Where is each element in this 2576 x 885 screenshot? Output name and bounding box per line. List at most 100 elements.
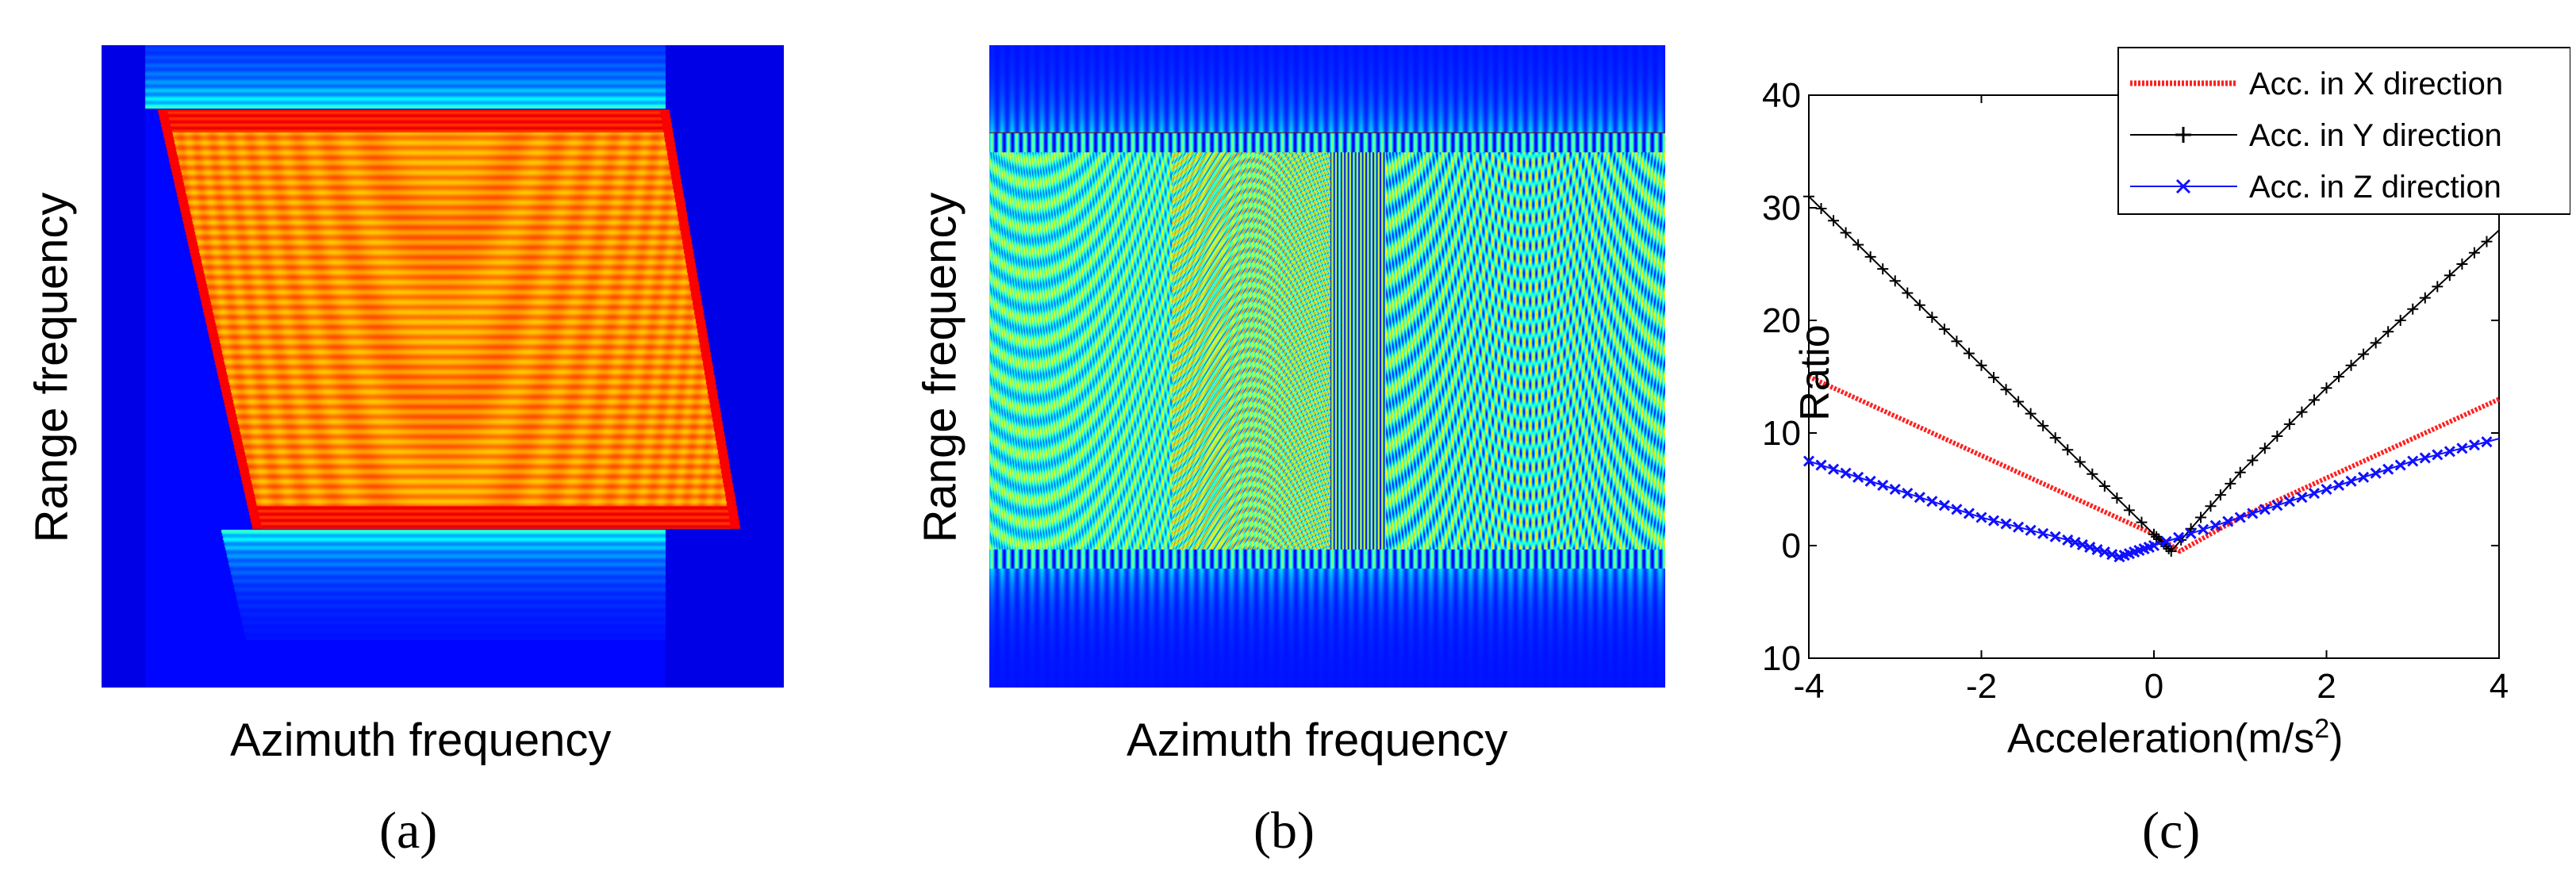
series-point-2 — [2419, 292, 2431, 304]
series-point-2 — [2195, 511, 2207, 523]
series-point-3 — [1963, 508, 1975, 519]
legend-marker-2 — [2175, 127, 2191, 143]
series-point-3 — [2173, 531, 2185, 543]
series-point-2 — [2165, 546, 2177, 557]
series-point-2 — [1815, 203, 1827, 215]
series-point-2 — [2333, 371, 2345, 382]
series-point-3 — [1987, 515, 2000, 527]
series-point-3 — [1902, 488, 1914, 500]
series-point-3 — [2049, 531, 2061, 542]
series-point-3 — [2259, 504, 2271, 515]
series-point-3 — [2271, 500, 2283, 511]
series-point-3 — [2444, 446, 2455, 458]
series-point-2 — [1852, 239, 1864, 251]
series-point-2 — [2148, 528, 2159, 540]
series-point-2 — [2225, 477, 2236, 489]
x-tick-label: -2 — [1966, 667, 1997, 706]
legend-label-3: Acc. in Z direction — [2249, 170, 2501, 205]
heatmap-a — [102, 45, 784, 688]
x-tick-label: 2 — [2317, 667, 2336, 706]
series-point-2 — [1988, 372, 2000, 384]
series-point-3 — [2358, 471, 2370, 483]
series-point-3 — [2432, 449, 2444, 461]
series-point-2 — [1828, 215, 1840, 227]
series-point-3 — [1802, 455, 1815, 467]
series-point-2 — [2247, 454, 2259, 466]
series-point-2 — [1803, 190, 1814, 202]
series-point-2 — [2000, 384, 2012, 396]
series-point-3 — [2013, 521, 2025, 533]
series-point-3 — [2468, 439, 2480, 451]
series-point-2 — [1975, 359, 1987, 371]
series-point-2 — [2468, 247, 2480, 259]
series-point-2 — [1877, 263, 1889, 275]
y-tick-label: 20 — [1762, 301, 1801, 340]
series-point-3 — [2382, 463, 2394, 475]
series-point-2 — [2234, 466, 2246, 478]
series-point-2 — [1951, 335, 1963, 347]
series-point-2 — [1926, 311, 1938, 323]
panel-label-a: (a) — [379, 802, 438, 860]
series-point-2 — [1902, 287, 1914, 299]
series-point-3 — [2394, 459, 2406, 471]
series-point-3 — [2098, 546, 2110, 558]
series-point-3 — [2148, 539, 2160, 552]
series-point-3 — [2456, 442, 2468, 454]
heatmap-b — [989, 45, 1665, 688]
line-chart-c: -4 -2 0 2 4 -10 0 10 20 30 40 Acc. in X direction Ac… — [1761, 47, 2570, 706]
series-point-2 — [2111, 492, 2123, 504]
series-point-3 — [2076, 538, 2088, 551]
legend-label-1: Acc. in X direction — [2249, 67, 2503, 102]
series-point-3 — [1852, 471, 1864, 483]
series-point-3 — [2062, 534, 2074, 546]
series-point-3 — [2106, 549, 2118, 561]
x-tick-label: -4 — [1793, 667, 1824, 706]
series-point-2 — [2358, 348, 2370, 360]
series-point-3 — [1914, 492, 1925, 504]
series-point-2 — [1938, 324, 1950, 335]
series-point-3 — [2160, 535, 2172, 547]
series-point-3 — [2025, 524, 2037, 536]
series-point-3 — [2370, 467, 2382, 479]
series-point-3 — [2247, 508, 2259, 519]
series-point-2 — [2370, 337, 2382, 349]
series-point-3 — [2222, 515, 2234, 527]
series-point-3 — [1926, 496, 1938, 508]
ylabel-a: Range frequency — [25, 192, 78, 543]
series-point-2 — [2283, 418, 2295, 430]
series-point-2 — [2205, 500, 2217, 512]
series-point-3 — [2345, 475, 2357, 487]
series-point-2 — [1963, 347, 1975, 359]
series-point-2 — [2037, 420, 2049, 431]
series-point-2 — [2087, 468, 2098, 480]
series-point-3 — [1815, 459, 1827, 471]
series-point-3 — [2332, 479, 2345, 491]
series-point-3 — [2185, 527, 2197, 539]
series-point-2 — [1914, 299, 1925, 311]
series-point-2 — [2271, 431, 2283, 442]
x-tick-label: 0 — [2144, 667, 2163, 706]
series-point-3 — [1938, 500, 1950, 511]
series-point-3 — [2321, 483, 2332, 496]
xlabel-a: Azimuth frequency — [230, 715, 612, 766]
series-point-2 — [1864, 251, 1876, 262]
series-point-3 — [2084, 541, 2096, 554]
series-point-2 — [1840, 227, 1852, 239]
series-point-3 — [2000, 518, 2012, 530]
series-point-3 — [2481, 436, 2493, 448]
series-point-3 — [2037, 527, 2049, 539]
ylabel-c: Ratio — [1792, 324, 1838, 421]
y-tick-label: 10 — [1762, 414, 1801, 453]
series-point-3 — [2069, 536, 2081, 549]
series-point-3 — [2283, 496, 2295, 508]
series-point-2 — [2123, 504, 2135, 516]
x-tick-label: 4 — [2490, 667, 2509, 706]
series-point-2 — [2456, 259, 2468, 270]
y-tick-label: 0 — [1782, 527, 1801, 565]
series-point-3 — [1864, 475, 1876, 487]
panel-label-c: (c) — [2142, 802, 2201, 860]
series-point-3 — [1877, 479, 1889, 491]
series-point-2 — [2308, 394, 2320, 406]
series-point-3 — [2296, 492, 2308, 504]
series-point-3 — [2234, 511, 2246, 523]
